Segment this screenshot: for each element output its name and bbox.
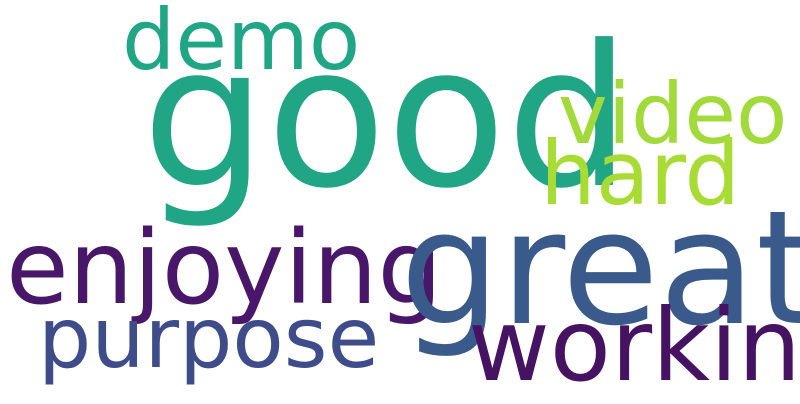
word-hard: hard	[540, 122, 741, 225]
word-enjoying: enjoying	[6, 209, 443, 328]
word-great: great	[400, 177, 800, 361]
word-working: working	[468, 287, 800, 404]
word-purpose: purpose	[38, 289, 380, 387]
word-demo: demo	[122, 0, 361, 89]
word-good: good	[142, 4, 631, 232]
word-video: video	[558, 65, 788, 163]
